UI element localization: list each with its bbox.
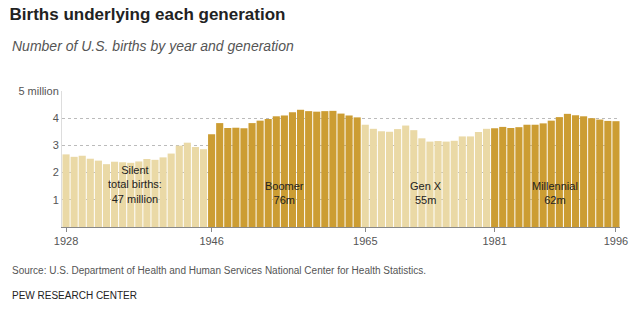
svg-text:1928: 1928 <box>54 235 78 247</box>
svg-text:Births underlying each generat: Births underlying each generation <box>10 5 286 24</box>
svg-text:1946: 1946 <box>199 235 223 247</box>
svg-text:5 million: 5 million <box>18 85 58 97</box>
svg-text:Silenttotal births:47 million: Silenttotal births:47 million <box>108 164 162 205</box>
svg-text:3: 3 <box>53 139 59 151</box>
svg-text:Boomer76m: Boomer76m <box>265 180 304 206</box>
svg-text:1981: 1981 <box>482 235 506 247</box>
svg-text:1965: 1965 <box>353 235 377 247</box>
svg-text:Millennial62m: Millennial62m <box>532 180 578 206</box>
svg-text:Gen X55m: Gen X55m <box>410 180 442 206</box>
svg-text:Source: U.S. Department of Hea: Source: U.S. Department of Health and Hu… <box>12 265 426 276</box>
svg-text:2: 2 <box>53 166 59 178</box>
svg-text:PEW RESEARCH CENTER: PEW RESEARCH CENTER <box>12 290 137 301</box>
svg-text:Number of U.S. births by year: Number of U.S. births by year and genera… <box>12 38 294 54</box>
svg-text:1996: 1996 <box>604 235 628 247</box>
svg-text:4: 4 <box>53 112 59 124</box>
svg-text:1: 1 <box>53 194 59 206</box>
